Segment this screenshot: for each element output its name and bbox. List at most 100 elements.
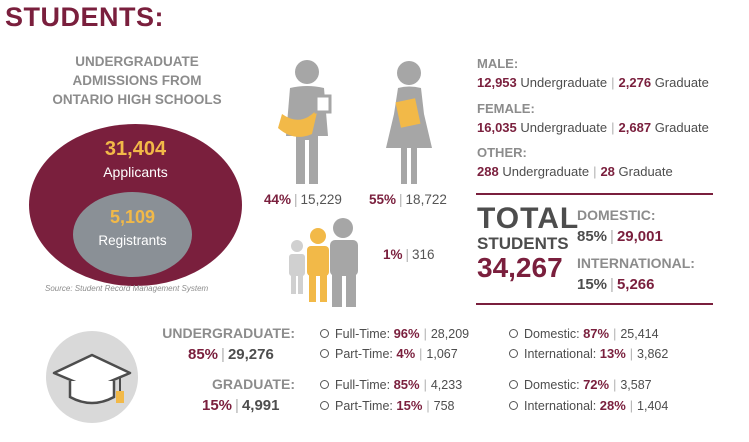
fulltime-label: Full-Time: [335,378,391,392]
undergrad-fulltime: Full-Time: 96% | 28,209 [320,326,469,341]
registrants-ellipse [73,192,192,277]
bullet-icon [320,349,329,359]
domestic-percent: 87% [583,326,610,341]
total-line1: TOTAL [477,202,580,235]
undergrad-label: UNDERGRADUATE: [162,325,295,341]
domestic-label: Domestic: [524,378,580,392]
female-grad-count: 2,687 [618,120,652,135]
bullet-icon [320,380,329,390]
domestic-label: DOMESTIC: [577,207,656,223]
undergrad-parttime: Part-Time: 4% | 1,067 [320,346,458,361]
fulltime-count: 4,233 [430,378,463,392]
bullet-icon [509,329,518,339]
grad-domestic: Domestic: 72% | 3,587 [509,377,652,392]
female-percent: 55% [369,192,397,207]
female-breakdown: 16,035 Undergraduate | 2,687 Graduate [477,120,709,135]
grad-count: 4,991 [241,397,280,414]
international-percent: 13% [599,346,626,361]
page-title: STUDENTS: [5,2,164,32]
bullet-icon [320,329,329,339]
parttime-percent: 4% [396,346,416,361]
domestic-percent: 85% [577,228,608,245]
international-label: International: [524,399,597,413]
domestic-count: 3,587 [620,378,652,392]
other-label: OTHER: [477,145,527,160]
parttime-label: Part-Time: [335,399,393,413]
female-undergrad-label: Undergraduate [520,120,608,135]
graduation-cap-icon [46,331,138,423]
international-stat: 15% | 5,266 [577,276,655,293]
grad-percent: 15% [202,397,233,414]
bullet-icon [320,401,329,411]
domestic-stat: 85% | 29,001 [577,228,663,245]
other-stat: 1% | 316 [383,247,435,262]
domestic-count: 25,414 [620,327,659,341]
female-count: 18,722 [405,192,447,207]
international-label: International: [524,347,597,361]
parttime-label: Part-Time: [335,347,393,361]
other-undergrad-count: 288 [477,164,499,179]
undergrad-domestic: Domestic: 87% | 25,414 [509,326,659,341]
admissions-heading-line: ONTARIO HIGH SCHOOLS [52,92,222,107]
international-count: 3,862 [637,347,669,361]
applicants-label: Applicants [103,164,168,180]
undergrad-count: 29,276 [227,346,274,363]
admissions-heading: UNDERGRADUATE ADMISSIONS FROM ONTARIO HI… [52,52,222,109]
admissions-heading-line: ADMISSIONS FROM [72,73,202,88]
male-breakdown: 12,953 Undergraduate | 2,276 Graduate [477,75,709,90]
parttime-count: 1,067 [426,347,458,361]
female-stat: 55% | 18,722 [369,192,447,207]
male-stat: 44% | 15,229 [264,192,342,207]
male-count: 15,229 [300,192,342,207]
other-breakdown: 288 Undergraduate | 28 Graduate [477,164,673,179]
other-count: 316 [412,247,435,262]
grad-parttime: Part-Time: 15% | 758 [320,398,455,413]
fulltime-label: Full-Time: [335,327,391,341]
undergrad-international: International: 13% | 3,862 [509,346,668,361]
total-students-block: TOTAL STUDENTS 34,267 [477,204,579,283]
grad-fulltime: Full-Time: 85% | 4,233 [320,377,462,392]
female-grad-label: Graduate [654,120,709,135]
parttime-count: 758 [433,399,455,413]
divider [476,193,713,195]
grad-label: GRADUATE: [212,376,295,392]
undergrad-stat: 85% | 29,276 [188,346,274,363]
applicants-number: 31,404 [104,138,167,160]
undergrad-percent: 85% [188,346,219,363]
fulltime-percent: 85% [393,377,420,392]
female-label: FEMALE: [477,101,535,116]
parttime-percent: 15% [396,398,423,413]
divider [476,303,713,305]
total-line2: STUDENTS [477,234,569,253]
male-percent: 44% [264,192,292,207]
male-undergrad-count: 12,953 [477,75,517,90]
other-grad-count: 28 [600,164,615,179]
fulltime-count: 28,209 [430,327,470,341]
female-undergrad-count: 16,035 [477,120,517,135]
domestic-percent: 72% [583,377,610,392]
total-number: 34,267 [477,252,563,283]
international-label: INTERNATIONAL: [577,255,695,271]
grad-international: International: 28% | 1,404 [509,398,668,413]
male-student-icon [278,60,332,184]
international-count: 5,266 [616,276,655,293]
domestic-label: Domestic: [524,327,580,341]
source-note: Source: Student Record Management System [45,284,209,293]
bullet-icon [509,401,518,411]
international-count: 1,404 [637,399,669,413]
bullet-icon [509,349,518,359]
other-percent: 1% [383,247,403,262]
international-percent: 28% [599,398,626,413]
other-grad-label: Graduate [618,164,673,179]
group-of-people-icon [289,218,358,307]
admissions-heading-line: UNDERGRADUATE [75,54,199,69]
bullet-icon [509,380,518,390]
domestic-count: 29,001 [616,228,663,245]
international-percent: 15% [577,276,608,293]
male-grad-count: 2,276 [618,75,652,90]
female-student-icon [386,61,432,184]
male-label: MALE: [477,56,519,71]
other-undergrad-label: Undergraduate [502,164,590,179]
grad-stat: 15% | 4,991 [202,397,280,414]
registrants-number: 5,109 [109,207,156,227]
